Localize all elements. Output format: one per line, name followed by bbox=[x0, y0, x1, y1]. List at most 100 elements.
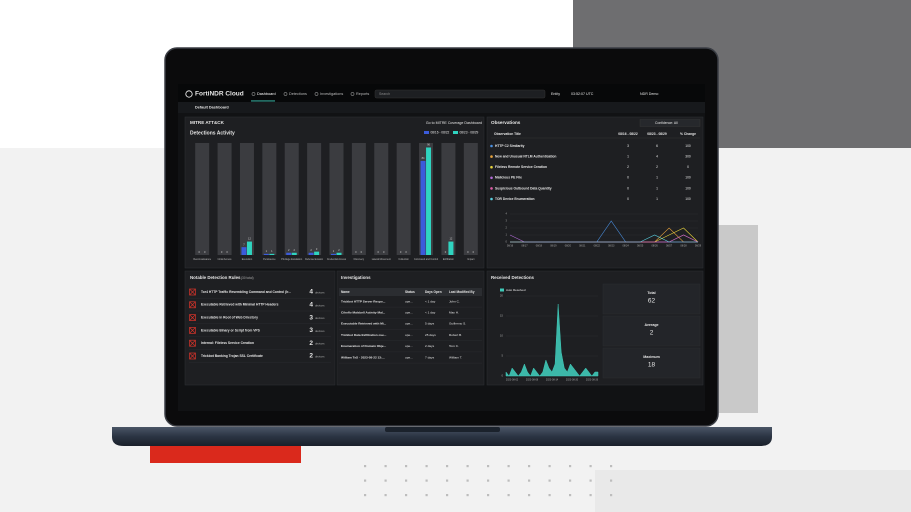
cell: John C. bbox=[449, 299, 460, 303]
legend-label: 08/16 - 08/22 bbox=[431, 131, 450, 135]
laptop-notch bbox=[385, 427, 500, 432]
bar-track bbox=[284, 143, 299, 255]
nav-tab[interactable]: Detections bbox=[289, 92, 307, 96]
stat-value: 18 bbox=[648, 362, 656, 369]
cell: 3 bbox=[627, 144, 629, 148]
stat-label: Average bbox=[644, 323, 658, 327]
bar bbox=[241, 247, 247, 255]
value-label: 1 bbox=[266, 249, 268, 253]
x-tick-label: 08/20 bbox=[565, 245, 572, 248]
legend-label: 08/23 - 08/29 bbox=[460, 131, 479, 135]
cell: 100 bbox=[685, 144, 691, 148]
cell: Cihoflo Malsbell Activity Mal... bbox=[341, 311, 385, 315]
stat-label: Total bbox=[647, 291, 655, 295]
dashboard-select[interactable]: Default Dashboard bbox=[195, 106, 229, 110]
entity-select[interactable]: Entity bbox=[551, 92, 560, 96]
observation-title: Fileless Remote Service Creation bbox=[495, 165, 547, 169]
x-tick-label: Credential Access bbox=[327, 258, 347, 261]
rule-count: 4 bbox=[309, 302, 313, 309]
panel-title: Notable Detection Rules bbox=[190, 275, 241, 280]
x-tick-label: 08/22 bbox=[594, 245, 601, 248]
cell: William T. bbox=[449, 355, 462, 359]
dot bbox=[589, 465, 592, 468]
observation-title: HTTP C2 Similarity bbox=[495, 144, 525, 148]
cell: < 1 day bbox=[425, 299, 436, 303]
filter-label: Confidence: All bbox=[655, 121, 678, 125]
stat-box bbox=[602, 283, 701, 315]
bar-track bbox=[329, 143, 344, 255]
value-label: 0 bbox=[198, 250, 200, 254]
cell: Guillermo S. bbox=[449, 322, 466, 326]
observations-panel bbox=[486, 116, 704, 269]
bar bbox=[308, 252, 314, 255]
cell: 100 bbox=[685, 197, 691, 201]
cell: 100 bbox=[685, 186, 691, 190]
cell: ope... bbox=[405, 344, 413, 348]
value-label: 0 bbox=[400, 250, 402, 254]
mitre-link[interactable]: Go to MITRE Coverage Dashboard bbox=[426, 121, 482, 125]
y-tick-label: 1 bbox=[506, 233, 508, 237]
bar-track bbox=[374, 143, 389, 255]
value-label: 12 bbox=[449, 237, 452, 241]
column-header: Last Modified By bbox=[449, 290, 475, 294]
toolbar bbox=[178, 102, 705, 113]
x-tick-label: 2023-08-08 bbox=[526, 379, 539, 382]
dot bbox=[589, 479, 592, 482]
dot bbox=[364, 465, 367, 468]
nav-tab[interactable]: Dashboard bbox=[257, 92, 276, 96]
filter-select[interactable] bbox=[639, 119, 701, 127]
row-dot bbox=[490, 155, 493, 158]
rule-name: Executable Retrieved with Minimal HTTP H… bbox=[201, 303, 279, 307]
x-tick-label: 08/24 bbox=[623, 245, 630, 248]
value-label: 1 bbox=[333, 249, 335, 253]
dot bbox=[425, 479, 428, 482]
dot bbox=[405, 479, 408, 482]
cell: Robert B. bbox=[449, 333, 462, 337]
cell: 0 bbox=[687, 165, 689, 169]
observation-title: Suspicious Outbound Data Quantity bbox=[495, 186, 552, 190]
rule-icon-mark bbox=[189, 340, 196, 346]
bar-track bbox=[195, 143, 210, 255]
cell: < 1 day bbox=[425, 311, 436, 315]
nav-tab[interactable]: Reports bbox=[356, 92, 369, 96]
row-dot bbox=[490, 187, 493, 190]
rule-icon bbox=[189, 288, 196, 296]
dot bbox=[405, 494, 408, 497]
dot bbox=[487, 465, 490, 468]
rule-icon-mark bbox=[189, 289, 196, 295]
rule-name: Executable Binary or Script from VPS bbox=[201, 328, 261, 332]
user[interactable]: NDR Demo bbox=[640, 92, 658, 96]
x-tick-label: 08/29 bbox=[695, 245, 702, 248]
row-dot bbox=[490, 165, 493, 169]
cell: 1 bbox=[627, 154, 629, 158]
rule-name: Executable in Root of Web Directory bbox=[201, 315, 258, 319]
tab-icon bbox=[314, 92, 319, 96]
column-header: 08/23 - 08/29 bbox=[647, 132, 667, 136]
x-tick-label: 08/27 bbox=[666, 245, 673, 248]
dot bbox=[507, 465, 510, 468]
x-tick-label: Collection bbox=[398, 258, 409, 261]
dot bbox=[384, 479, 387, 482]
value-label: 2 bbox=[338, 248, 340, 252]
search-box[interactable] bbox=[374, 89, 546, 99]
dot bbox=[446, 494, 449, 497]
value-label: 3 bbox=[316, 247, 318, 251]
nav-tab[interactable]: Investigations bbox=[320, 92, 343, 96]
x-tick-label: Initial Access bbox=[218, 258, 233, 261]
decor-block bbox=[595, 470, 911, 512]
stat-value: 2 bbox=[650, 330, 654, 337]
rule-count: 3 bbox=[309, 314, 313, 321]
dot bbox=[610, 494, 613, 497]
observation-title: TOR Device Enumeration bbox=[495, 197, 535, 201]
rule-unit: devices bbox=[315, 342, 325, 346]
bar bbox=[269, 253, 275, 255]
rule-icon-mark bbox=[189, 327, 196, 334]
brand: FortiNDR Cloud bbox=[195, 91, 244, 98]
rule-icon bbox=[189, 314, 196, 321]
cell: ope... bbox=[405, 299, 413, 303]
cell: 2 bbox=[656, 165, 658, 169]
dot bbox=[548, 479, 551, 482]
dot bbox=[569, 494, 572, 497]
rules-panel bbox=[184, 270, 336, 386]
